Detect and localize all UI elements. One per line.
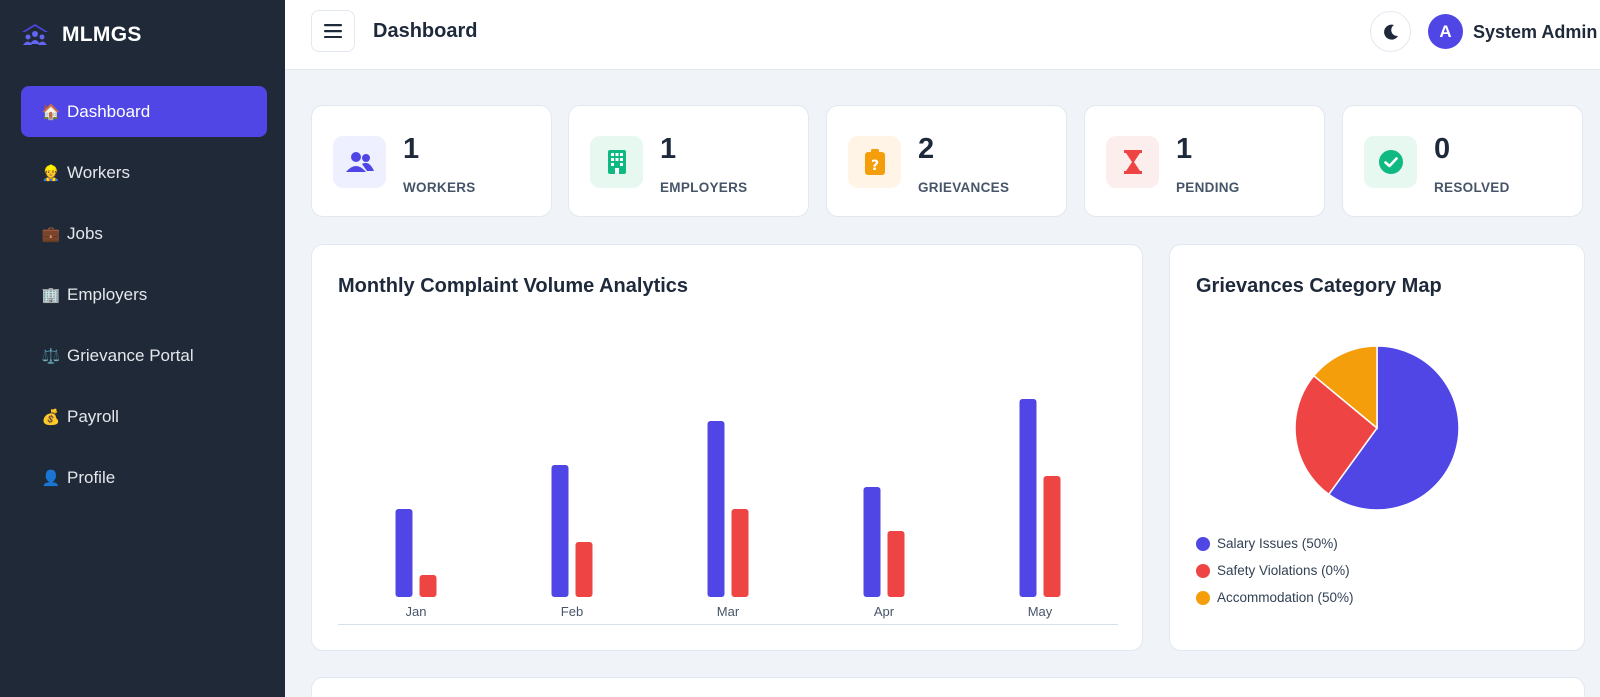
sidebar-item-label: Grievance Portal xyxy=(67,345,194,365)
x-tick-label: Jan xyxy=(406,604,427,619)
page-title: Dashboard xyxy=(373,20,478,42)
x-tick-label: Mar xyxy=(717,604,740,619)
sidebar-item-label: Profile xyxy=(67,467,116,487)
legend-label: Safety Violations (0%) xyxy=(1217,563,1350,578)
sidebar-item-employers[interactable]: 🏢 Employers xyxy=(21,269,267,320)
nav-emoji-icon: 👷 xyxy=(41,164,61,182)
sidebar-item-workers[interactable]: 👷 Workers xyxy=(21,147,267,198)
legend-dot-icon xyxy=(1196,590,1210,605)
complaint-volume-panel: Monthly Complaint Volume Analytics Jan Fe… xyxy=(311,244,1143,651)
people-group-icon xyxy=(20,20,50,50)
stat-label: GRIEVANCES xyxy=(918,180,1010,195)
stat-value: 1 xyxy=(1176,133,1193,165)
sidebar-item-jobs[interactable]: 💼 Jobs xyxy=(21,208,267,259)
avatar[interactable]: A xyxy=(1428,14,1463,49)
svg-text:?: ? xyxy=(870,158,878,174)
stat-value: 1 xyxy=(660,133,677,165)
bar-feb-series-1[interactable] xyxy=(551,465,569,597)
stat-label: EMPLOYERS xyxy=(660,180,748,195)
stat-card-pending[interactable]: 1 PENDING xyxy=(1084,105,1325,217)
sidebar-nav: 🏠 Dashboard 👷 Workers 💼 Jobs 🏢 Employers ⚖️ Griev… xyxy=(21,86,267,513)
nav-emoji-icon: 💼 xyxy=(41,225,61,243)
nav-emoji-icon: 🏠 xyxy=(41,103,61,121)
clipboard-question-icon: ? xyxy=(848,136,901,188)
stat-label: PENDING xyxy=(1176,180,1240,195)
building-icon xyxy=(590,136,643,188)
stat-label: RESOLVED xyxy=(1434,180,1510,195)
pie-chart xyxy=(1294,345,1460,511)
stat-value: 0 xyxy=(1434,133,1451,165)
legend-dot-icon xyxy=(1196,536,1210,551)
legend-dot-icon xyxy=(1196,563,1210,578)
sidebar-item-profile[interactable]: 👤 Profile xyxy=(21,452,267,503)
sidebar-item-dashboard[interactable]: 🏠 Dashboard xyxy=(21,86,267,137)
stat-value: 1 xyxy=(403,133,420,165)
stat-card-workers[interactable]: 1 WORKERS xyxy=(311,105,552,217)
nav-emoji-icon: 💰 xyxy=(41,408,61,426)
theme-toggle-button[interactable] xyxy=(1370,11,1411,52)
sidebar-item-label: Jobs xyxy=(67,223,103,243)
sidebar-item-payroll[interactable]: 💰 Payroll xyxy=(21,391,267,442)
sidebar: MLMGS 🏠 Dashboard 👷 Workers 💼 Jobs 🏢 Employers ⚖… xyxy=(0,0,285,697)
pie-slice-1[interactable] xyxy=(1327,345,1460,511)
user-name[interactable]: System Admin xyxy=(1473,22,1598,42)
check-circle-icon xyxy=(1364,136,1417,188)
pie-chart-title: Grievances Category Map xyxy=(1196,275,1442,297)
x-tick-label: Feb xyxy=(561,604,583,619)
bar-may-series-1[interactable] xyxy=(1019,399,1037,597)
sidebar-item-label: Employers xyxy=(67,284,148,304)
brand[interactable]: MLMGS xyxy=(20,20,142,50)
pie-slice-3[interactable] xyxy=(1312,345,1378,430)
legend-item[interactable]: Safety Violations (0%) xyxy=(1196,557,1354,584)
nav-emoji-icon: 👤 xyxy=(41,469,61,487)
bar-apr-series-1[interactable] xyxy=(863,487,881,597)
bottom-panel xyxy=(311,677,1585,697)
grievance-category-panel: Grievances Category Map Salary Issues (5… xyxy=(1169,244,1585,651)
legend-label: Accommodation (50%) xyxy=(1217,590,1354,605)
stat-label: WORKERS xyxy=(403,180,476,195)
legend-item[interactable]: Salary Issues (50%) xyxy=(1196,530,1354,557)
bar-chart-title: Monthly Complaint Volume Analytics xyxy=(338,275,689,297)
top-header: Dashboard A System Admin xyxy=(285,0,1600,70)
legend-item[interactable]: Accommodation (50%) xyxy=(1196,584,1354,611)
stat-card-resolved[interactable]: 0 RESOLVED xyxy=(1342,105,1583,217)
pie-slice-2[interactable] xyxy=(1294,374,1379,496)
stat-card-employers[interactable]: 1 EMPLOYERS xyxy=(568,105,809,217)
nav-emoji-icon: ⚖️ xyxy=(41,347,61,365)
bar-jan-series-1[interactable] xyxy=(395,509,413,597)
bar-mar-series-2[interactable] xyxy=(731,509,749,597)
bar-may-series-2[interactable] xyxy=(1043,476,1061,597)
sidebar-item-label: Workers xyxy=(67,162,130,182)
bar-chart: Jan Feb Mar Apr May xyxy=(338,399,1118,625)
sidebar-item-label: Dashboard xyxy=(67,101,151,121)
bar-apr-series-2[interactable] xyxy=(887,531,905,597)
legend-label: Salary Issues (50%) xyxy=(1217,536,1338,551)
bar-feb-series-2[interactable] xyxy=(575,542,593,597)
x-tick-label: Apr xyxy=(874,604,895,619)
hourglass-icon xyxy=(1106,136,1159,188)
users-icon xyxy=(333,136,386,188)
stat-card-grievances[interactable]: ? 2 GRIEVANCES xyxy=(826,105,1067,217)
nav-emoji-icon: 🏢 xyxy=(41,286,61,304)
stat-value: 2 xyxy=(918,133,935,165)
sidebar-item-grievance-portal[interactable]: ⚖️ Grievance Portal xyxy=(21,330,267,381)
moon-icon xyxy=(1383,24,1398,40)
brand-title: MLMGS xyxy=(62,23,142,46)
hamburger-icon xyxy=(324,24,342,38)
bar-jan-series-2[interactable] xyxy=(419,575,437,597)
bar-mar-series-1[interactable] xyxy=(707,421,725,597)
hamburger-menu-button[interactable] xyxy=(311,10,355,52)
x-tick-label: May xyxy=(1028,604,1053,619)
pie-legend: Salary Issues (50%) Safety Violations (0%… xyxy=(1196,530,1354,611)
sidebar-item-label: Payroll xyxy=(67,406,119,426)
